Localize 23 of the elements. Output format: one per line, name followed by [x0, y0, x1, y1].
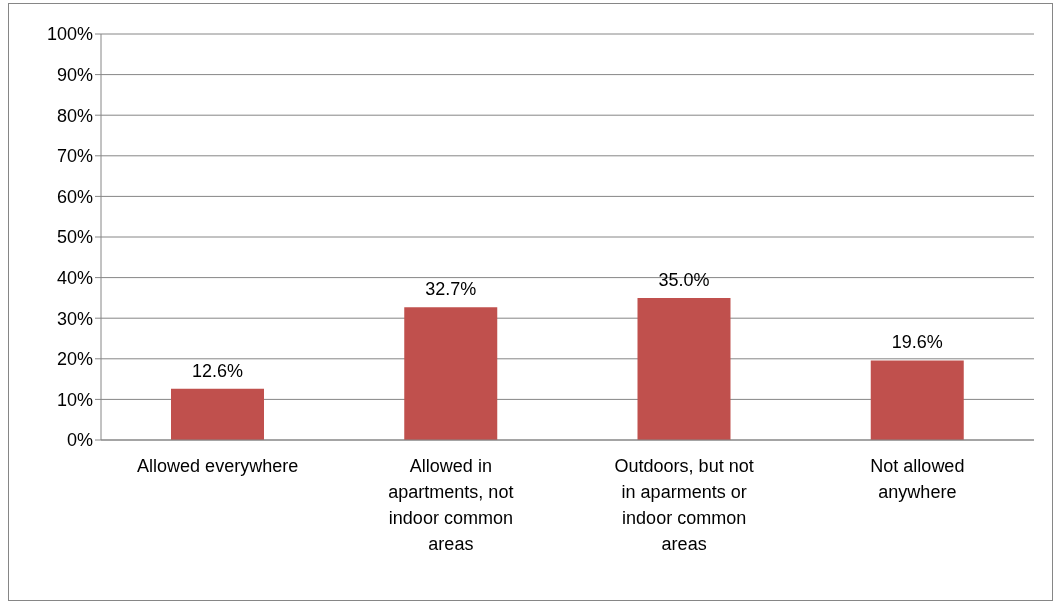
y-tick-label: 50% [56, 227, 93, 248]
data-label: 35.0% [658, 269, 710, 290]
x-tick-label: Allowed in apartments, not indoor common areas [388, 456, 514, 554]
y-tick-label: 70% [56, 146, 93, 167]
bar [870, 360, 964, 440]
bar [637, 297, 731, 440]
x-tick-label: Not allowed anywhere [870, 456, 965, 502]
data-label: 19.6% [891, 332, 943, 353]
x-tick-label: Outdoors, but not in aparments or indoor common areas [614, 456, 754, 554]
y-tick-label: 90% [56, 64, 93, 85]
y-tick-label: 10% [56, 389, 93, 410]
data-label: 32.7% [425, 279, 477, 300]
bar [404, 307, 498, 440]
y-tick-label: 60% [56, 186, 93, 207]
data-label: 12.6% [191, 360, 244, 381]
x-tick-label: Allowed everywhere [137, 456, 299, 476]
y-tick-label: 30% [56, 308, 93, 329]
bar [171, 388, 264, 440]
y-tick-label: 80% [56, 105, 93, 126]
y-tick-label: 40% [56, 267, 93, 288]
y-tick-label: 100% [46, 24, 93, 45]
y-tick-label: 0% [66, 430, 93, 451]
y-tick-label: 20% [56, 349, 93, 370]
